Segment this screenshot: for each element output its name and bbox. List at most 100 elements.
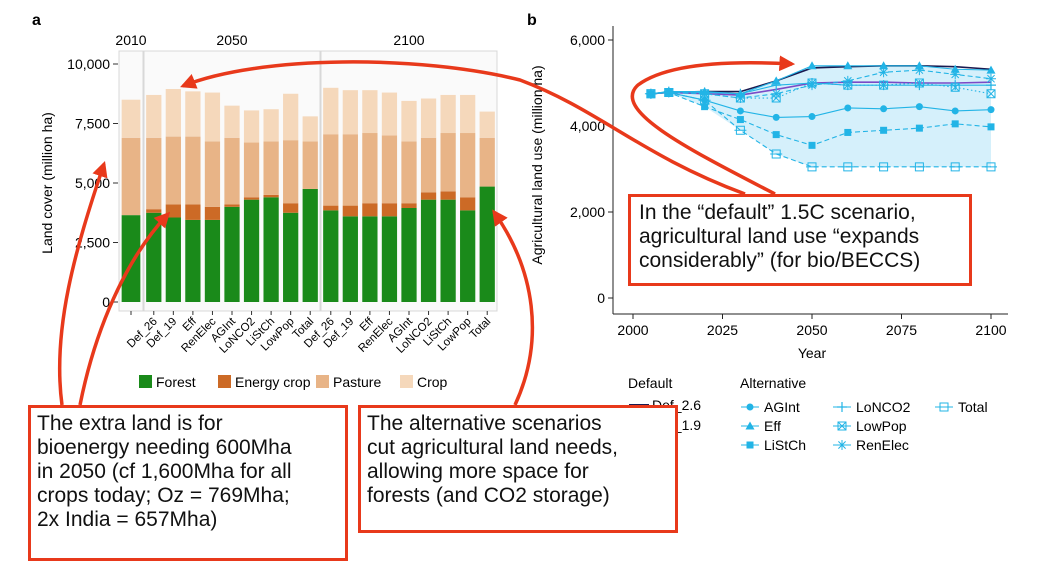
legend-label: Forest: [156, 374, 196, 390]
data-point: [950, 80, 961, 91]
bar-segment: [146, 137, 162, 210]
data-point: [772, 113, 780, 121]
annotation-extra-land: The extra land is for bioenergy needing …: [28, 405, 348, 561]
data-point: [986, 89, 996, 99]
bar-segment: [362, 90, 378, 134]
bar-segment: [224, 204, 240, 207]
bar-segment: [420, 98, 437, 138]
panel-b: b Agricultural land use (million ha) Year 0…: [527, 12, 1008, 453]
annotation-line: crops today; Oz = 769Mha;: [37, 484, 290, 507]
bar-segment: [342, 90, 358, 135]
data-point: [807, 61, 817, 70]
bar-segment: [362, 203, 378, 217]
bar-segment: [243, 110, 260, 143]
legend-marker: [837, 402, 847, 412]
data-point: [987, 123, 995, 131]
data-point: [644, 89, 657, 99]
bar-segment: [243, 142, 260, 198]
bar-segment: [342, 216, 358, 302]
legend-label: AGInt: [764, 399, 800, 415]
data-point: [880, 126, 888, 134]
data-point: [844, 104, 852, 112]
data-point: [879, 80, 889, 90]
bar-segment: [165, 136, 181, 205]
bar-segment: [165, 88, 181, 137]
y-tick-label: 6,000: [570, 32, 605, 48]
annotation-line: in 2050 (cf 1,600Mha for all: [37, 460, 292, 483]
bar-segment: [440, 94, 456, 134]
data-point: [914, 80, 925, 91]
data-point: [987, 106, 995, 114]
bar-segment: [302, 141, 318, 189]
legend-marker: [745, 421, 755, 430]
legend-swatch: [400, 375, 413, 388]
data-point: [808, 141, 816, 149]
x-tick-label: 2000: [617, 322, 648, 338]
legend-marker: [938, 402, 950, 412]
bar-segment: [381, 135, 398, 204]
data-point: [877, 162, 890, 172]
data-point: [771, 80, 782, 91]
legend-label: LiStCh: [764, 437, 806, 453]
annotation-arrow: [180, 60, 746, 196]
bar-segment: [401, 141, 417, 204]
bar-segment: [479, 137, 495, 187]
bar-segment: [381, 92, 398, 136]
bar-segment: [460, 133, 476, 198]
legend-marker: [837, 421, 847, 431]
bar-segment: [479, 186, 495, 302]
alternative-range-band: [650, 65, 991, 167]
bar-segment: [479, 111, 495, 138]
data-point: [951, 120, 959, 128]
data-point: [879, 61, 889, 70]
data-point: [806, 162, 818, 172]
annotation-line: 2x India = 657Mha): [37, 508, 218, 531]
bar-segment: [263, 141, 279, 195]
bar-segment: [121, 215, 141, 302]
x-tick-label: 2025: [707, 322, 738, 338]
bar-segment: [263, 109, 279, 142]
y-tick-label: 5,000: [75, 175, 110, 191]
data-point: [950, 82, 960, 92]
bar-segment: [420, 199, 437, 302]
bar-segment: [401, 207, 417, 302]
bar-segment: [121, 137, 141, 216]
bar-segment: [185, 91, 201, 137]
data-point: [808, 113, 816, 121]
panel-label-a: a: [32, 12, 41, 29]
data-point: [949, 162, 962, 172]
data-point: [951, 107, 959, 115]
legend-label: Eff: [764, 418, 781, 434]
annotation-line: bioenergy needing 600Mha: [37, 436, 292, 459]
bar-segment: [302, 116, 318, 142]
bar-segment: [283, 140, 299, 204]
bar-segment: [146, 94, 162, 138]
panel-a: a Land cover (million ha) 0 2,500 5,000 7,500…: [32, 12, 498, 390]
data-point: [878, 67, 889, 78]
y-tick-label: 2,500: [75, 235, 110, 251]
data-point: [914, 78, 924, 88]
bar-segment: [185, 136, 201, 205]
legend-label: RenElec: [856, 437, 909, 453]
data-point: [915, 103, 923, 111]
data-point: [913, 162, 926, 172]
data-point: [736, 116, 744, 124]
bar-segment: [263, 197, 279, 302]
data-point: [843, 61, 853, 70]
bar-segment: [185, 204, 201, 220]
annotation-line: agricultural land use “expands: [639, 225, 920, 248]
legend-marker: [746, 403, 754, 411]
legend-label: Energy crop: [235, 374, 311, 390]
x-tick-label: 2050: [796, 322, 827, 338]
data-point: [985, 162, 997, 172]
facet-title: 2100: [393, 32, 424, 48]
data-point: [735, 93, 746, 104]
y-tick-label: 10,000: [67, 56, 110, 72]
data-point: [841, 162, 854, 172]
x-axis-label: Year: [798, 345, 827, 361]
data-point: [915, 124, 923, 132]
bar-segment: [146, 209, 162, 213]
annotation-alternative-scenarios: The alternative scenarios cut agricultur…: [358, 405, 678, 533]
bar-segment: [323, 205, 339, 211]
annotation-line: forests (and CO2 storage): [367, 484, 610, 507]
